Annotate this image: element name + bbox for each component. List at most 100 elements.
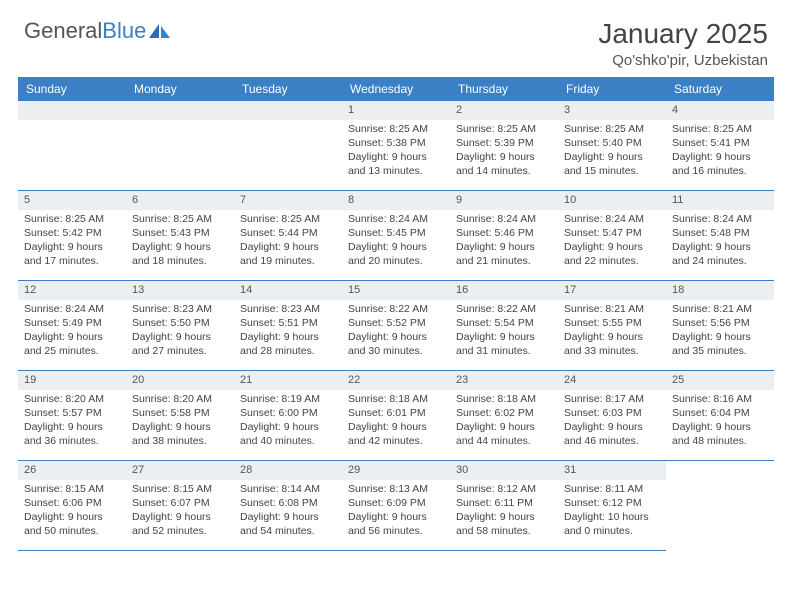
day-number: 2 (450, 101, 558, 120)
sunrise-line: Sunrise: 8:15 AM (132, 482, 228, 496)
sunset-line: Sunset: 5:57 PM (24, 406, 120, 420)
daylight-line: Daylight: 9 hours and 17 minutes. (24, 240, 120, 268)
daylight-line: Daylight: 9 hours and 46 minutes. (564, 420, 660, 448)
sunset-line: Sunset: 5:54 PM (456, 316, 552, 330)
daylight-line: Daylight: 9 hours and 31 minutes. (456, 330, 552, 358)
empty-cell (126, 101, 234, 191)
empty-cell (234, 101, 342, 191)
sunset-line: Sunset: 6:09 PM (348, 496, 444, 510)
sunset-line: Sunset: 5:41 PM (672, 136, 768, 150)
sunrise-line: Sunrise: 8:25 AM (672, 122, 768, 136)
daylight-line: Daylight: 9 hours and 48 minutes. (672, 420, 768, 448)
dayname-cell: Saturday (666, 77, 774, 101)
day-cell: 14Sunrise: 8:23 AMSunset: 5:51 PMDayligh… (234, 281, 342, 371)
sunrise-line: Sunrise: 8:21 AM (564, 302, 660, 316)
month-title: January 2025 (598, 18, 768, 50)
logo-sail-icon (148, 22, 172, 40)
day-number: 17 (558, 281, 666, 300)
day-cell: 8Sunrise: 8:24 AMSunset: 5:45 PMDaylight… (342, 191, 450, 281)
day-number: 24 (558, 371, 666, 390)
location: Qo'shko'pir, Uzbekistan (598, 52, 768, 69)
day-number: 18 (666, 281, 774, 300)
day-cell: 3Sunrise: 8:25 AMSunset: 5:40 PMDaylight… (558, 101, 666, 191)
day-number: 29 (342, 461, 450, 480)
day-cell: 21Sunrise: 8:19 AMSunset: 6:00 PMDayligh… (234, 371, 342, 461)
daylight-line: Daylight: 9 hours and 18 minutes. (132, 240, 228, 268)
sunrise-line: Sunrise: 8:20 AM (132, 392, 228, 406)
dayname-cell: Tuesday (234, 77, 342, 101)
day-number: 26 (18, 461, 126, 480)
sunset-line: Sunset: 6:03 PM (564, 406, 660, 420)
sunset-line: Sunset: 6:06 PM (24, 496, 120, 510)
daylight-line: Daylight: 9 hours and 14 minutes. (456, 150, 552, 178)
daylight-line: Daylight: 9 hours and 38 minutes. (132, 420, 228, 448)
day-cell: 16 Sunrise: 8:22 AMSunset: 5:54 PMDayligh… (450, 281, 558, 371)
day-cell: 15Sunrise: 8:22 AMSunset: 5:52 PMDayligh… (342, 281, 450, 371)
day-number: 23 (450, 371, 558, 390)
day-cell: 18Sunrise: 8:21 AMSunset: 5:56 PMDayligh… (666, 281, 774, 371)
dayname-cell: Friday (558, 77, 666, 101)
day-cell: 25Sunrise: 8:16 AMSunset: 6:04 PMDayligh… (666, 371, 774, 461)
calendar-grid: 1Sunrise: 8:25 AMSunset: 5:38 PMDaylight… (18, 101, 774, 551)
sunset-line: Sunset: 5:58 PM (132, 406, 228, 420)
daylight-line: Daylight: 9 hours and 33 minutes. (564, 330, 660, 358)
sunrise-line: Sunrise: 8:24 AM (564, 212, 660, 226)
logo-text-1: General (24, 18, 102, 44)
sunset-line: Sunset: 5:39 PM (456, 136, 552, 150)
day-cell: 17Sunrise: 8:21 AMSunset: 5:55 PMDayligh… (558, 281, 666, 371)
sunrise-line: Sunrise: 8:22 AM (348, 302, 444, 316)
daylight-line: Daylight: 9 hours and 52 minutes. (132, 510, 228, 538)
day-number: 1 (342, 101, 450, 120)
sunrise-line: Sunrise: 8:25 AM (348, 122, 444, 136)
day-number: 21 (234, 371, 342, 390)
sunset-line: Sunset: 5:50 PM (132, 316, 228, 330)
sunrise-line: Sunrise: 8:22 AM (456, 302, 552, 316)
sunset-line: Sunset: 5:47 PM (564, 226, 660, 240)
sunrise-line: Sunrise: 8:12 AM (456, 482, 552, 496)
day-cell: 30Sunrise: 8:12 AMSunset: 6:11 PMDayligh… (450, 461, 558, 551)
sunset-line: Sunset: 6:04 PM (672, 406, 768, 420)
sunrise-line: Sunrise: 8:24 AM (348, 212, 444, 226)
daylight-line: Daylight: 9 hours and 16 minutes. (672, 150, 768, 178)
sunrise-line: Sunrise: 8:23 AM (240, 302, 336, 316)
day-number: 16 (450, 281, 558, 300)
sunset-line: Sunset: 6:12 PM (564, 496, 660, 510)
sunrise-line: Sunrise: 8:13 AM (348, 482, 444, 496)
dayname-cell: Wednesday (342, 77, 450, 101)
day-number: 27 (126, 461, 234, 480)
sunset-line: Sunset: 6:11 PM (456, 496, 552, 510)
daylight-line: Daylight: 9 hours and 20 minutes. (348, 240, 444, 268)
day-number: 3 (558, 101, 666, 120)
sunrise-line: Sunrise: 8:17 AM (564, 392, 660, 406)
empty-cell (18, 101, 126, 191)
daylight-line: Daylight: 9 hours and 22 minutes. (564, 240, 660, 268)
daylight-line: Daylight: 9 hours and 19 minutes. (240, 240, 336, 268)
header: GeneralBlue January 2025 Qo'shko'pir, Uz… (0, 0, 792, 77)
sunset-line: Sunset: 5:44 PM (240, 226, 336, 240)
sunrise-line: Sunrise: 8:15 AM (24, 482, 120, 496)
day-cell: 31 Sunrise: 8:11 AMSunset: 6:12 PMDayligh… (558, 461, 666, 551)
daylight-line: Daylight: 10 hours and 0 minutes. (564, 510, 660, 538)
daylight-line: Daylight: 9 hours and 21 minutes. (456, 240, 552, 268)
day-number: 31 (558, 461, 666, 480)
logo: GeneralBlue (24, 18, 172, 44)
daylight-line: Daylight: 9 hours and 54 minutes. (240, 510, 336, 538)
day-number: 4 (666, 101, 774, 120)
day-cell: 11Sunrise: 8:24 AMSunset: 5:48 PMDayligh… (666, 191, 774, 281)
sunrise-line: Sunrise: 8:24 AM (456, 212, 552, 226)
day-number: 12 (18, 281, 126, 300)
day-number: 6 (126, 191, 234, 210)
day-cell: 5Sunrise: 8:25 AMSunset: 5:42 PMDaylight… (18, 191, 126, 281)
sunrise-line: Sunrise: 8:11 AM (564, 482, 660, 496)
title-block: January 2025 Qo'shko'pir, Uzbekistan (598, 18, 768, 69)
day-cell: 27Sunrise: 8:15 AMSunset: 6:07 PMDayligh… (126, 461, 234, 551)
logo-text-2: Blue (102, 18, 146, 44)
daylight-line: Daylight: 9 hours and 50 minutes. (24, 510, 120, 538)
day-number: 30 (450, 461, 558, 480)
daylight-line: Daylight: 9 hours and 13 minutes. (348, 150, 444, 178)
sunrise-line: Sunrise: 8:25 AM (24, 212, 120, 226)
sunrise-line: Sunrise: 8:24 AM (672, 212, 768, 226)
day-number: 11 (666, 191, 774, 210)
sunrise-line: Sunrise: 8:16 AM (672, 392, 768, 406)
day-cell: 19Sunrise: 8:20 AMSunset: 5:57 PMDayligh… (18, 371, 126, 461)
